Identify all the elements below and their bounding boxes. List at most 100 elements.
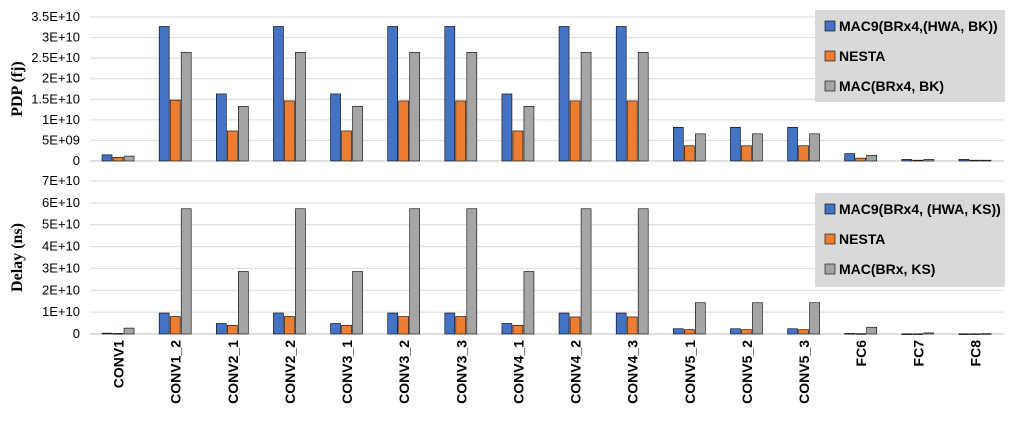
bar-conv1-series-2 (112, 333, 124, 335)
legend-swatch (824, 20, 836, 32)
bar-conv3-1-series-2 (341, 324, 352, 335)
bar-conv4-1-series-3 (523, 105, 535, 162)
x-category-label: CONV4_3 (625, 340, 641, 404)
bar-conv3-3-series-1 (444, 26, 456, 162)
legend-entry: MAC9(BRx4,(HWA, BK)) (839, 18, 998, 34)
legend-entry: NESTA (839, 48, 885, 64)
bar-conv5-3-series-1 (787, 328, 798, 335)
bar-conv5-2-series-2 (741, 329, 752, 335)
bar-conv5-3-series-2 (798, 145, 809, 162)
bar-conv3-3-series-3 (466, 208, 478, 335)
bar-conv2-1-series-2 (227, 130, 238, 162)
x-category-label: CONV3_1 (339, 340, 355, 404)
bar-conv3-1-series-1 (330, 323, 341, 335)
bar-fc6-series-3 (866, 326, 877, 335)
bar-conv5-2-series-1 (730, 328, 741, 335)
bar-conv5-3-series-2 (798, 329, 809, 335)
bar-fc6-series-2 (855, 157, 866, 162)
x-category-label: FC6 (853, 340, 869, 367)
bar-conv3-1-series-1 (330, 93, 341, 162)
x-category-label: FC7 (910, 340, 926, 367)
bar-fc7-series-1 (901, 159, 913, 162)
bar-conv1-2-series-2 (169, 99, 181, 162)
bar-conv3-2-series-1 (387, 26, 398, 162)
bar-conv5-2-series-2 (741, 145, 752, 162)
bar-conv1-2-series-3 (180, 52, 192, 162)
bar-conv2-2-series-2 (284, 316, 295, 335)
bar-conv5-3-series-3 (809, 133, 820, 162)
legend-entry: NESTA (839, 231, 885, 247)
x-category-label: CONV3_2 (396, 340, 412, 404)
bar-conv3-3-series-3 (466, 52, 478, 162)
bar-fc8-series-3 (980, 159, 992, 162)
x-category-label: CONV5_3 (796, 340, 812, 404)
bar-fc6-series-2 (855, 333, 866, 335)
bar-fc7-series-2 (912, 333, 924, 335)
x-category-label: CONV2_1 (225, 340, 241, 404)
bar-fc7-series-1 (901, 333, 913, 335)
bar-conv5-1-series-1 (673, 126, 684, 162)
bar-conv3-2-series-3 (409, 208, 420, 335)
bar-conv2-1-series-3 (238, 271, 249, 335)
bar-conv2-2-series-2 (284, 100, 295, 162)
bar-fc6-series-1 (844, 333, 855, 335)
y-tick-label: 1E+10 (42, 304, 80, 319)
y-tick-label: 4E+10 (42, 239, 80, 254)
bar-conv5-1-series-3 (695, 133, 706, 162)
bar-fc6-series-1 (844, 153, 855, 162)
legend-entry: MAC(BRx, KS) (839, 261, 935, 277)
bar-conv4-3-series-1 (615, 26, 627, 162)
y-axis-title: Delay (ns) (9, 223, 26, 292)
delay-chart: 0 1E+10 2E+10 3E+10 4E+10 5E+10 6E+10 7E+10 Dela… (9, 173, 1005, 341)
x-category-label: CONV1 (111, 340, 127, 388)
bar-conv4-1-series-1 (501, 93, 513, 162)
legend-swatch (824, 233, 836, 245)
bar-conv3-3-series-2 (455, 316, 467, 335)
y-tick-label: 7E+10 (42, 173, 80, 188)
bar-conv4-1-series-1 (501, 323, 513, 335)
y-tick-label: 6E+10 (42, 195, 80, 210)
bar-conv2-1-series-1 (216, 93, 227, 162)
legend-swatch (824, 80, 836, 92)
y-tick-label: 0 (73, 153, 80, 168)
bar-conv1-2-series-1 (158, 26, 170, 162)
y-tick-label: 5E+10 (42, 217, 80, 232)
bar-conv3-1-series-3 (352, 271, 363, 335)
legend-swatch (824, 263, 836, 275)
x-category-label: CONV5_2 (739, 340, 755, 404)
x-category-label: CONV5_1 (682, 340, 698, 404)
legend-box (815, 10, 1005, 102)
bar-conv5-2-series-3 (752, 302, 763, 335)
bar-fc6-series-3 (866, 154, 877, 162)
bar-conv1-series-2 (112, 156, 124, 162)
bar-fc7-series-3 (923, 332, 935, 335)
y-tick-label: 5E+09 (42, 132, 80, 147)
y-tick-label: 0 (73, 326, 80, 341)
x-category-label: CONV1_2 (168, 340, 184, 404)
bar-conv4-3-series-2 (626, 316, 638, 335)
y-tick-label: 2E+10 (42, 71, 80, 86)
legend-swatch (824, 50, 836, 62)
bar-fc8-series-1 (958, 333, 970, 335)
bar-conv4-3-series-3 (637, 52, 649, 162)
bar-conv2-2-series-3 (295, 52, 306, 162)
bar-conv4-2-series-3 (580, 208, 592, 335)
bar-conv4-2-series-2 (569, 100, 581, 162)
legend-swatch (824, 203, 836, 215)
bar-conv5-1-series-2 (684, 145, 695, 162)
bar-conv2-2-series-1 (273, 312, 284, 335)
bar-fc8-series-2 (969, 333, 981, 335)
bar-fc8-series-1 (958, 159, 970, 162)
y-tick-label: 2E+10 (42, 282, 80, 297)
bar-conv1-series-3 (123, 155, 135, 162)
bar-conv4-2-series-3 (580, 52, 592, 162)
bar-conv3-3-series-1 (444, 312, 456, 335)
bar-conv5-2-series-3 (752, 133, 763, 162)
bar-fc7-series-3 (923, 159, 935, 162)
bar-conv1-2-series-1 (158, 312, 170, 335)
legend-entry: MAC9(BRx4, (HWA, KS)) (839, 201, 1001, 217)
y-tick-label: 1E+10 (42, 112, 80, 127)
y-tick-label: 3E+10 (42, 30, 80, 45)
bar-conv4-3-series-3 (637, 208, 649, 335)
